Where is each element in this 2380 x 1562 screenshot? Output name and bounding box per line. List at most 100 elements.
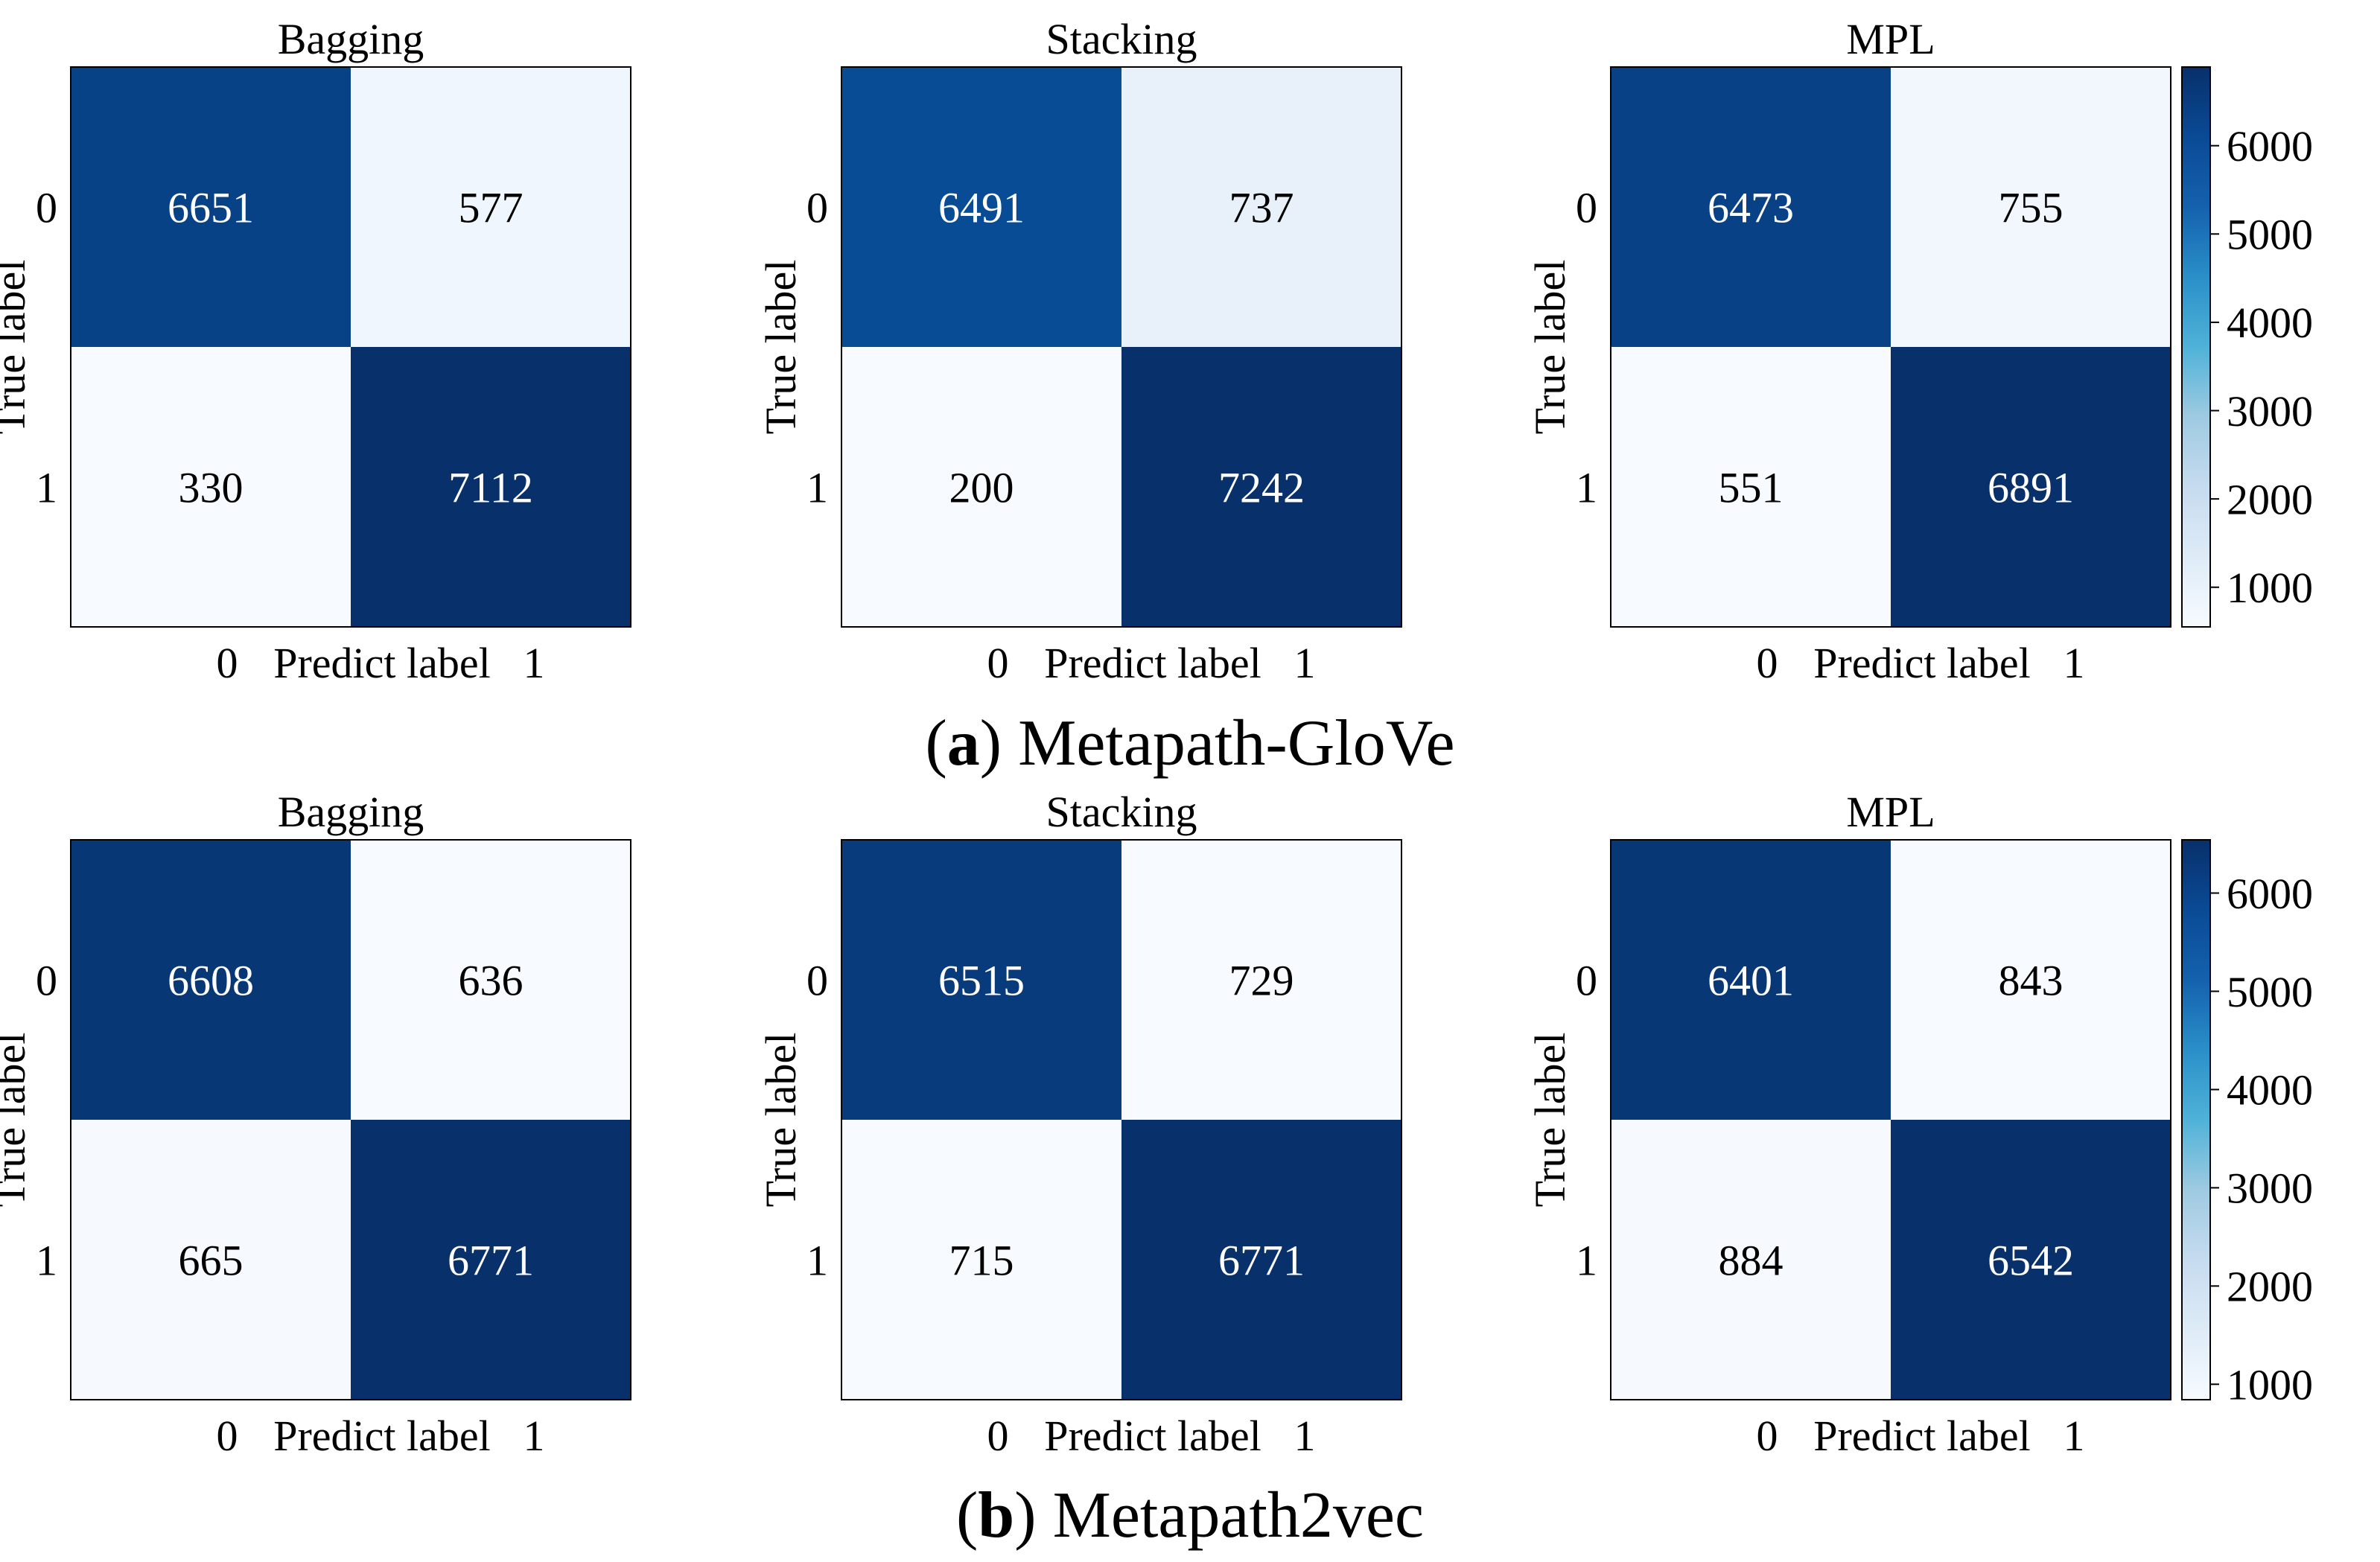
cm-b-bagging-ytick-0: 0	[36, 956, 57, 1004]
caption-text: Metapath-GloVe	[1002, 707, 1455, 780]
cm-a-stacking-xtick-1: 1	[1294, 639, 1316, 687]
cm-a-mpl-title: MPL	[1846, 15, 1935, 63]
cm-b-stacking-cell-0-0	[841, 840, 1121, 1120]
cm-b-bagging-xtick-1: 1	[524, 1412, 545, 1460]
cm-b-bagging-cell-1-0	[71, 1120, 351, 1400]
cm-a-mpl-colorbar-tick-3: 4000	[2227, 299, 2313, 347]
cm-a-stacking-cell-value-0-0: 6491	[938, 183, 1025, 232]
cm-a-mpl-colorbar-tick-4: 5000	[2227, 211, 2313, 259]
cm-a-stacking-xlabel: Predict label	[1044, 639, 1261, 687]
cm-a-bagging-cell-1-0	[71, 347, 351, 627]
cm-b-stacking-ytick-1: 1	[806, 1236, 828, 1284]
cm-b-bagging-frame	[70, 839, 631, 1400]
cm-b-mpl-cell-1-0	[1611, 1120, 1891, 1400]
cm-b-mpl-colorbar-tick-4: 5000	[2227, 968, 2313, 1016]
cm-a-bagging-ylabel: True label	[0, 260, 34, 435]
cm-b-mpl-cell-value-1-1: 6542	[1988, 1236, 2074, 1284]
caption-text: Metapath2vec	[1036, 1479, 1425, 1552]
cm-a-bagging-cell-value-0-0: 6651	[168, 183, 254, 232]
cm-b-mpl-cell-value-0-1: 843	[1999, 956, 2064, 1004]
cm-b-mpl-ylabel: True label	[1526, 1033, 1574, 1208]
cm-a-stacking-ylabel: True label	[757, 260, 805, 435]
cm-a-bagging-cell-value-1-1: 7112	[448, 463, 533, 511]
cm-b-bagging-ytick-1: 1	[36, 1236, 57, 1284]
cm-a-stacking-cell-value-0-1: 737	[1229, 183, 1294, 232]
cm-a-mpl-cell-value-1-0: 551	[1719, 463, 1784, 511]
caption-b: (b) Metapath2vec	[955, 1479, 1425, 1552]
cm-a-mpl-colorbar-tick-1: 2000	[2227, 475, 2313, 523]
cm-b-mpl-xtick-1: 1	[2064, 1412, 2085, 1460]
cm-b-mpl-cell-0-1	[1891, 840, 2171, 1120]
cm-b-mpl-colorbar-tick-0: 1000	[2227, 1361, 2313, 1409]
cm-b-bagging-title: Bagging	[278, 788, 424, 836]
cm-a-mpl-xtick-0: 0	[1757, 639, 1778, 687]
cm-a-stacking-ytick-0: 0	[806, 183, 828, 232]
cm-a-mpl-cell-1-0	[1611, 347, 1891, 627]
cm-a-stacking-cell-1-1	[1121, 347, 1401, 627]
cm-a-bagging-cell-0-1	[351, 67, 631, 347]
cm-b-mpl-xtick-0: 0	[1757, 1412, 1778, 1460]
cm-b-stacking-xtick-0: 0	[987, 1412, 1009, 1460]
cm-a-bagging-xlabel: Predict label	[273, 639, 491, 687]
cm-a-mpl-cell-value-0-1: 755	[1999, 183, 2064, 232]
cm-b-stacking-cell-value-0-0: 6515	[938, 956, 1025, 1004]
cm-a-mpl-colorbar	[2181, 66, 2211, 628]
cm-b-stacking-cell-1-0	[841, 1120, 1121, 1400]
cm-b-mpl-cell-0-0	[1611, 840, 1891, 1120]
cm-b-mpl-ytick-1: 1	[1576, 1236, 1597, 1284]
cm-b-bagging-cell-value-0-0: 6608	[168, 956, 254, 1004]
cm-b-bagging-cell-value-0-1: 636	[459, 956, 524, 1004]
cm-b-stacking-cell-0-1	[1121, 840, 1401, 1120]
cm-b-bagging-ylabel: True label	[0, 1033, 34, 1208]
cm-b-stacking-xlabel: Predict label	[1044, 1412, 1261, 1460]
cm-a-bagging-xtick-1: 1	[524, 639, 545, 687]
cm-a-stacking-title: Stacking	[1046, 15, 1197, 63]
cm-b-stacking-cell-value-1-0: 715	[949, 1236, 1014, 1284]
cm-a-mpl-cell-0-1	[1891, 67, 2171, 347]
cm-a-stacking-cell-1-0	[841, 347, 1121, 627]
cm-b-mpl-colorbar-tick-3: 4000	[2227, 1066, 2313, 1115]
cm-b-mpl-cell-1-1	[1891, 1120, 2171, 1400]
cm-a-bagging-cell-value-0-1: 577	[459, 183, 524, 232]
cm-b-bagging-cell-0-1	[351, 840, 631, 1120]
cm-a-bagging-frame	[70, 66, 631, 628]
cm-b-bagging-cell-value-1-0: 665	[179, 1236, 244, 1284]
cm-a-mpl-ylabel: True label	[1526, 260, 1574, 435]
cm-a-bagging-xtick-0: 0	[217, 639, 238, 687]
cm-a-mpl-xlabel: Predict label	[1813, 639, 2031, 687]
cm-a-bagging-cell-1-1	[351, 347, 631, 627]
cm-a-mpl-ytick-0: 0	[1576, 183, 1597, 232]
cm-a-stacking-frame	[841, 66, 1402, 628]
cm-a-mpl-frame	[1610, 66, 2171, 628]
cm-b-mpl-colorbar	[2181, 839, 2211, 1400]
cm-b-mpl-title: MPL	[1846, 788, 1935, 836]
cm-a-mpl-cell-1-1	[1891, 347, 2171, 627]
cm-a-stacking-cell-value-1-0: 200	[949, 463, 1014, 511]
cm-b-mpl-frame	[1610, 839, 2171, 1400]
cm-a-bagging-ytick-1: 1	[36, 463, 57, 511]
cm-b-mpl-colorbar-tick-1: 2000	[2227, 1263, 2313, 1311]
cm-b-stacking-frame	[841, 839, 1402, 1400]
cm-a-stacking-cell-value-1-1: 7242	[1218, 463, 1305, 511]
cm-b-stacking-cell-1-1	[1121, 1120, 1401, 1400]
cm-a-bagging-cell-value-1-0: 330	[179, 463, 244, 511]
cm-b-bagging-xtick-0: 0	[217, 1412, 238, 1460]
cm-a-mpl-ytick-1: 1	[1576, 463, 1597, 511]
cm-b-mpl-xlabel: Predict label	[1813, 1412, 2031, 1460]
cm-a-mpl-colorbar-tick-0: 1000	[2227, 564, 2313, 612]
cm-a-stacking-cell-0-1	[1121, 67, 1401, 347]
cm-b-mpl-ytick-0: 0	[1576, 956, 1597, 1004]
cm-a-mpl-colorbar-tick-5: 6000	[2227, 122, 2313, 170]
cm-b-mpl-colorbar-tick-5: 6000	[2227, 870, 2313, 918]
cm-b-stacking-cell-value-0-1: 729	[1229, 956, 1294, 1004]
cm-a-mpl-cell-value-0-0: 6473	[1708, 183, 1794, 232]
cm-a-stacking-xtick-0: 0	[987, 639, 1009, 687]
caption-a: (a) Metapath-GloVe	[925, 707, 1455, 780]
cm-a-stacking-ytick-1: 1	[806, 463, 828, 511]
cm-b-bagging-cell-value-1-1: 6771	[448, 1236, 534, 1284]
caption-letter: a	[946, 707, 980, 780]
cm-b-mpl-cell-value-0-0: 6401	[1708, 956, 1794, 1004]
cm-b-bagging-cell-1-1	[351, 1120, 631, 1400]
cm-b-mpl-colorbar-tick-2: 3000	[2227, 1164, 2313, 1213]
cm-b-stacking-title: Stacking	[1046, 788, 1197, 836]
